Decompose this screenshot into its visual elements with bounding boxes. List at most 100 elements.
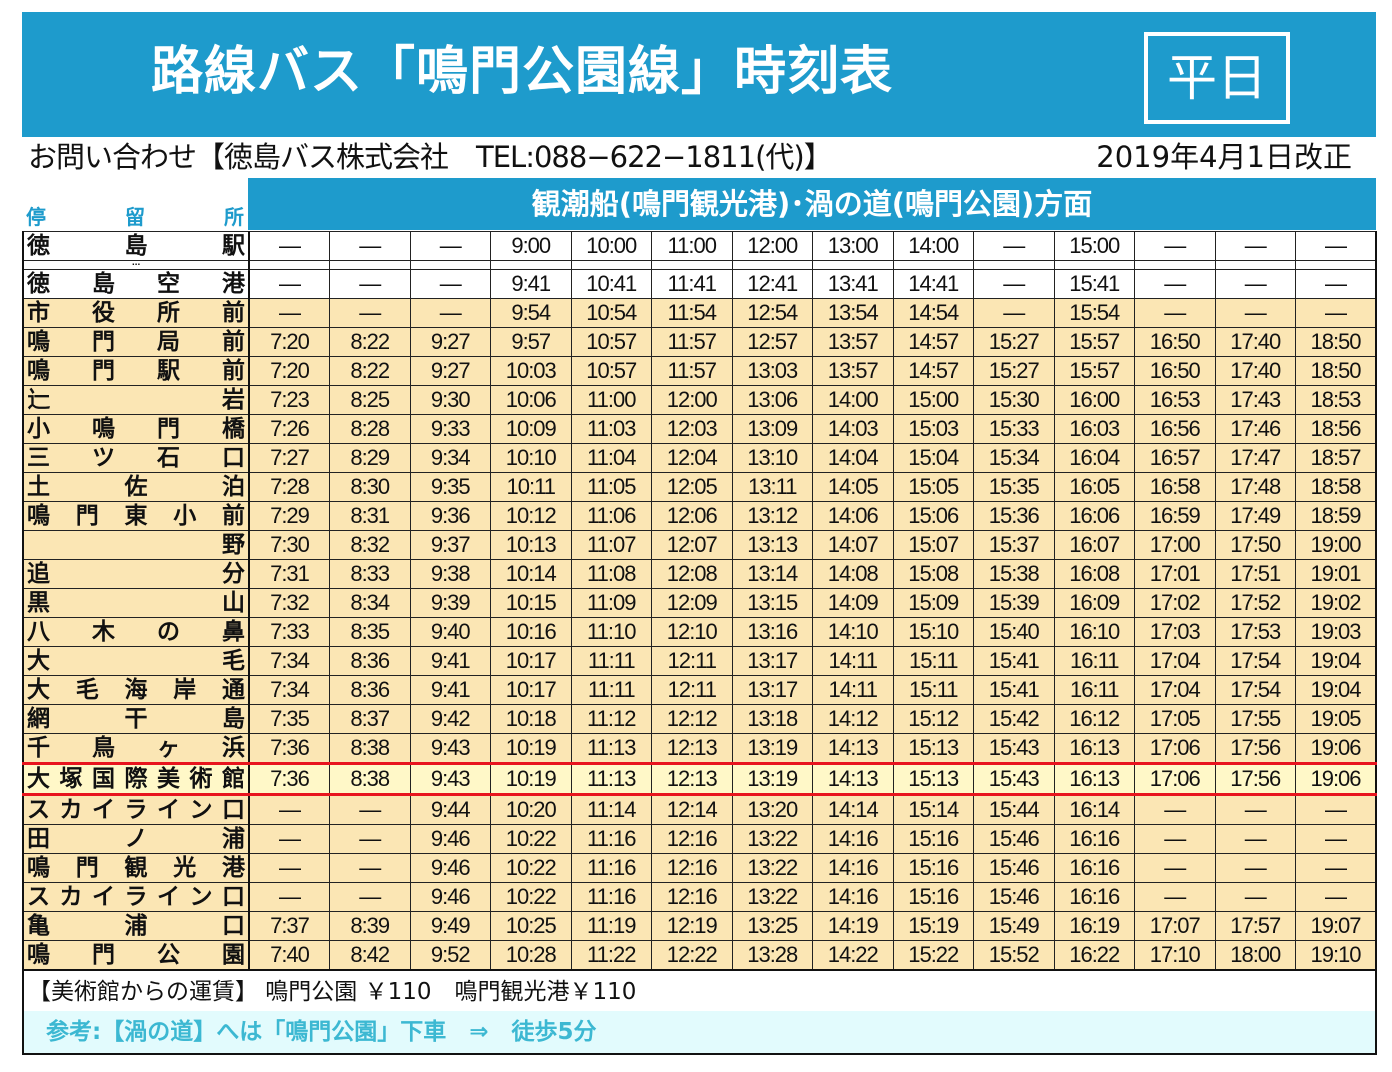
stop-name: 鳴門東小前 bbox=[22, 501, 250, 531]
departure-time: — bbox=[329, 231, 411, 261]
departure-time: 19:03 bbox=[1295, 617, 1377, 647]
departure-time: 17:43 bbox=[1214, 385, 1296, 415]
departure-time: 7:27 bbox=[248, 443, 330, 473]
departure-time: 15:34 bbox=[973, 443, 1055, 473]
departure-time: 14:12 bbox=[812, 704, 894, 734]
departure-time: 12:10 bbox=[651, 617, 733, 647]
stop-name: 亀浦口 bbox=[22, 911, 250, 941]
departure-time: 15:03 bbox=[892, 414, 974, 444]
departure-time: 14:22 bbox=[812, 940, 894, 971]
departure-time: 14:05 bbox=[812, 472, 894, 502]
departure-time: 13:15 bbox=[731, 588, 813, 618]
departure-time: 9:27 bbox=[409, 327, 491, 357]
departure-time: 9:39 bbox=[409, 588, 491, 618]
departure-time: 17:40 bbox=[1214, 356, 1296, 386]
stop-name: 市役所前 bbox=[22, 298, 250, 328]
departure-time: 11:41 bbox=[651, 269, 733, 299]
departure-time: 12:54 bbox=[731, 298, 813, 328]
departure-time: 16:13 bbox=[1053, 762, 1135, 796]
departure-time: 11:57 bbox=[651, 356, 733, 386]
departure-time: — bbox=[248, 231, 330, 261]
departure-time: 15:49 bbox=[973, 911, 1055, 941]
departure-time: — bbox=[1134, 824, 1216, 854]
stop-name: 鳴門局前 bbox=[22, 327, 250, 357]
departure-time: — bbox=[248, 824, 330, 854]
departure-time: 17:04 bbox=[1134, 646, 1216, 676]
departure-time: 15:42 bbox=[973, 704, 1055, 734]
departure-time: 10:28 bbox=[490, 940, 572, 971]
stop-label-char: 留 bbox=[125, 205, 145, 229]
departure-time: 7:31 bbox=[248, 559, 330, 589]
departure-time: — bbox=[248, 298, 330, 328]
departure-time: 15:41 bbox=[973, 646, 1055, 676]
departure-time: 10:13 bbox=[490, 530, 572, 560]
departure-time: 15:57 bbox=[1053, 327, 1135, 357]
departure-time: 11:00 bbox=[570, 385, 652, 415]
departure-time: 16:16 bbox=[1053, 882, 1135, 912]
departure-time: 17:56 bbox=[1214, 762, 1296, 796]
departure-time: 12:16 bbox=[651, 853, 733, 883]
departure-time: 8:30 bbox=[329, 472, 411, 502]
departure-time: 19:06 bbox=[1295, 733, 1377, 764]
departure-time: 9:46 bbox=[409, 824, 491, 854]
table-row: 網干島 7:35 8:37 9:42 10:18 11:12 12:12 13:18 14:12… bbox=[22, 704, 1377, 734]
departure-time: 15:46 bbox=[973, 853, 1055, 883]
departure-time: 11:16 bbox=[570, 853, 652, 883]
departure-time: 13:20 bbox=[731, 794, 813, 825]
departure-time: 9:54 bbox=[490, 298, 572, 328]
departure-time: 15:11 bbox=[892, 646, 974, 676]
departure-time: — bbox=[1134, 794, 1216, 825]
departure-time: 15:36 bbox=[973, 501, 1055, 531]
departure-time: — bbox=[1214, 298, 1296, 328]
departure-time: — bbox=[1134, 231, 1216, 261]
table-row: 田ノ浦 — —9:46 10:22 11:16 12:16 13:22 14:16 15:16 1… bbox=[22, 824, 1377, 854]
departure-time bbox=[731, 260, 813, 270]
departure-time: 14:57 bbox=[892, 356, 974, 386]
departure-time bbox=[1295, 260, 1377, 270]
departure-time: 10:20 bbox=[490, 794, 572, 825]
departure-time: 16:12 bbox=[1053, 704, 1135, 734]
departure-time: 14:13 bbox=[812, 733, 894, 764]
departure-time: 9:42 bbox=[409, 704, 491, 734]
departure-time: 7:20 bbox=[248, 356, 330, 386]
departure-time: 17:53 bbox=[1214, 617, 1296, 647]
departure-time: 15:46 bbox=[973, 882, 1055, 912]
departure-time: 10:00 bbox=[570, 231, 652, 261]
info-row: お問い合わせ【徳島バス株式会社 TEL:088−622−1811(代)】 201… bbox=[28, 138, 1352, 176]
table-row: 市役所前 — — —9:54 10:54 11:54 12:54 13:54 14:54—15:… bbox=[22, 298, 1377, 328]
departure-time: 12:09 bbox=[651, 588, 733, 618]
departure-time: 9:52 bbox=[409, 940, 491, 971]
departure-time: 13:09 bbox=[731, 414, 813, 444]
departure-time: 10:25 bbox=[490, 911, 572, 941]
departure-time: — bbox=[1134, 269, 1216, 299]
departure-time: 11:16 bbox=[570, 824, 652, 854]
departure-time: 16:08 bbox=[1053, 559, 1135, 589]
table-row: 追 分 7:31 8:33 9:38 10:14 11:08 12:08 13:14 14:08… bbox=[22, 559, 1377, 589]
departure-time: 15:00 bbox=[1053, 231, 1135, 261]
departure-time bbox=[570, 260, 652, 270]
departure-time: 17:04 bbox=[1134, 675, 1216, 705]
departure-time: 12:57 bbox=[731, 327, 813, 357]
departure-time: — bbox=[329, 298, 411, 328]
departure-time: 14:54 bbox=[892, 298, 974, 328]
departure-time: 15:04 bbox=[892, 443, 974, 473]
departure-time: 10:11 bbox=[490, 472, 572, 502]
departure-time: — bbox=[973, 269, 1055, 299]
departure-time: 17:00 bbox=[1134, 530, 1216, 560]
departure-time: 17:54 bbox=[1214, 675, 1296, 705]
departure-time: 11:00 bbox=[651, 231, 733, 261]
departure-time: — bbox=[248, 269, 330, 299]
departure-time: 7:28 bbox=[248, 472, 330, 502]
departure-time: 11:11 bbox=[570, 646, 652, 676]
departure-time: — bbox=[973, 231, 1055, 261]
stop-label-char: 所 bbox=[224, 205, 244, 229]
departure-time: 18:50 bbox=[1295, 356, 1377, 386]
departure-time: 9:41 bbox=[409, 646, 491, 676]
departure-time: 19:02 bbox=[1295, 588, 1377, 618]
departure-time: 11:57 bbox=[651, 327, 733, 357]
departure-time: 16:05 bbox=[1053, 472, 1135, 502]
stop-name: ⋯ bbox=[22, 260, 250, 270]
departure-time: 10:09 bbox=[490, 414, 572, 444]
departure-time: 14:10 bbox=[812, 617, 894, 647]
departure-time: 19:06 bbox=[1295, 762, 1377, 796]
